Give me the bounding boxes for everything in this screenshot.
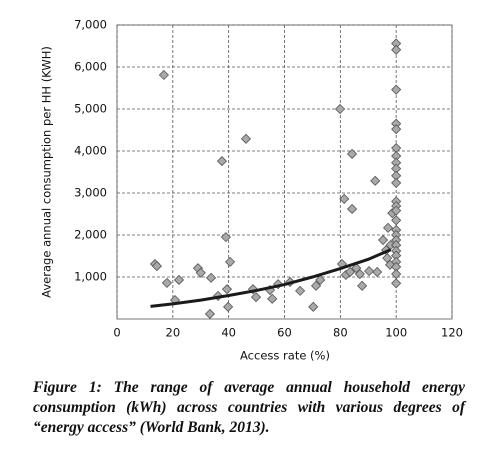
y-tick-label: 7,000	[74, 18, 107, 32]
data-point	[391, 44, 402, 55]
data-point	[295, 285, 306, 296]
y-tick-label: 4,000	[74, 144, 107, 158]
data-point	[391, 278, 402, 289]
data-point	[173, 274, 185, 286]
x-tick-label: 40	[221, 326, 236, 340]
data-point	[364, 266, 375, 277]
y-tick-label: 1,000	[74, 270, 107, 284]
data-point	[216, 156, 228, 167]
data-point	[161, 277, 173, 288]
data-point	[372, 266, 383, 278]
data-point	[339, 193, 350, 204]
x-axis-label: Access rate (%)	[240, 349, 330, 363]
y-tick-label: 2,000	[74, 228, 107, 242]
data-point	[308, 301, 319, 312]
data-point	[223, 301, 234, 312]
data-point	[315, 274, 326, 286]
chart: Access rate (%) Average annual consumpti…	[40, 18, 463, 363]
y-tick-label: 3,000	[74, 186, 107, 200]
data-point	[370, 175, 381, 186]
data-point	[383, 222, 394, 233]
data-point	[334, 103, 346, 115]
data-point	[267, 293, 278, 304]
x-tick-label: 120	[441, 326, 463, 340]
x-tick-label: 80	[333, 326, 348, 340]
x-tick-label: 60	[277, 326, 292, 340]
data-point	[391, 215, 402, 226]
y-tick-label: 5,000	[74, 102, 107, 116]
data-point	[391, 205, 402, 216]
data-point	[377, 234, 389, 246]
data-point	[158, 69, 169, 81]
data-point	[345, 266, 356, 278]
y-axis-label: Average annual consumption per HH (KWH)	[40, 46, 54, 298]
data-point	[357, 280, 368, 291]
data-point	[391, 124, 402, 135]
trend-line	[150, 248, 392, 308]
data-point	[195, 267, 206, 278]
data-point	[220, 232, 231, 243]
data-point	[206, 272, 217, 283]
data-point	[310, 280, 322, 291]
data-point	[391, 177, 402, 188]
data-point	[391, 84, 402, 95]
data-point	[204, 308, 216, 320]
data-point	[346, 148, 358, 160]
x-tick-label: 0	[113, 326, 120, 340]
data-point	[224, 256, 236, 267]
data-point	[240, 133, 252, 144]
x-tick-label: 100	[385, 326, 407, 340]
data-point	[346, 203, 358, 215]
figure-caption: Figure 1: The range of average annual ho…	[33, 379, 465, 436]
data-point	[354, 268, 365, 280]
x-tick-label: 20	[166, 326, 181, 340]
data-point	[250, 292, 262, 303]
data-point	[151, 261, 162, 272]
data-point	[221, 284, 233, 295]
y-tick-label: 6,000	[74, 60, 107, 74]
